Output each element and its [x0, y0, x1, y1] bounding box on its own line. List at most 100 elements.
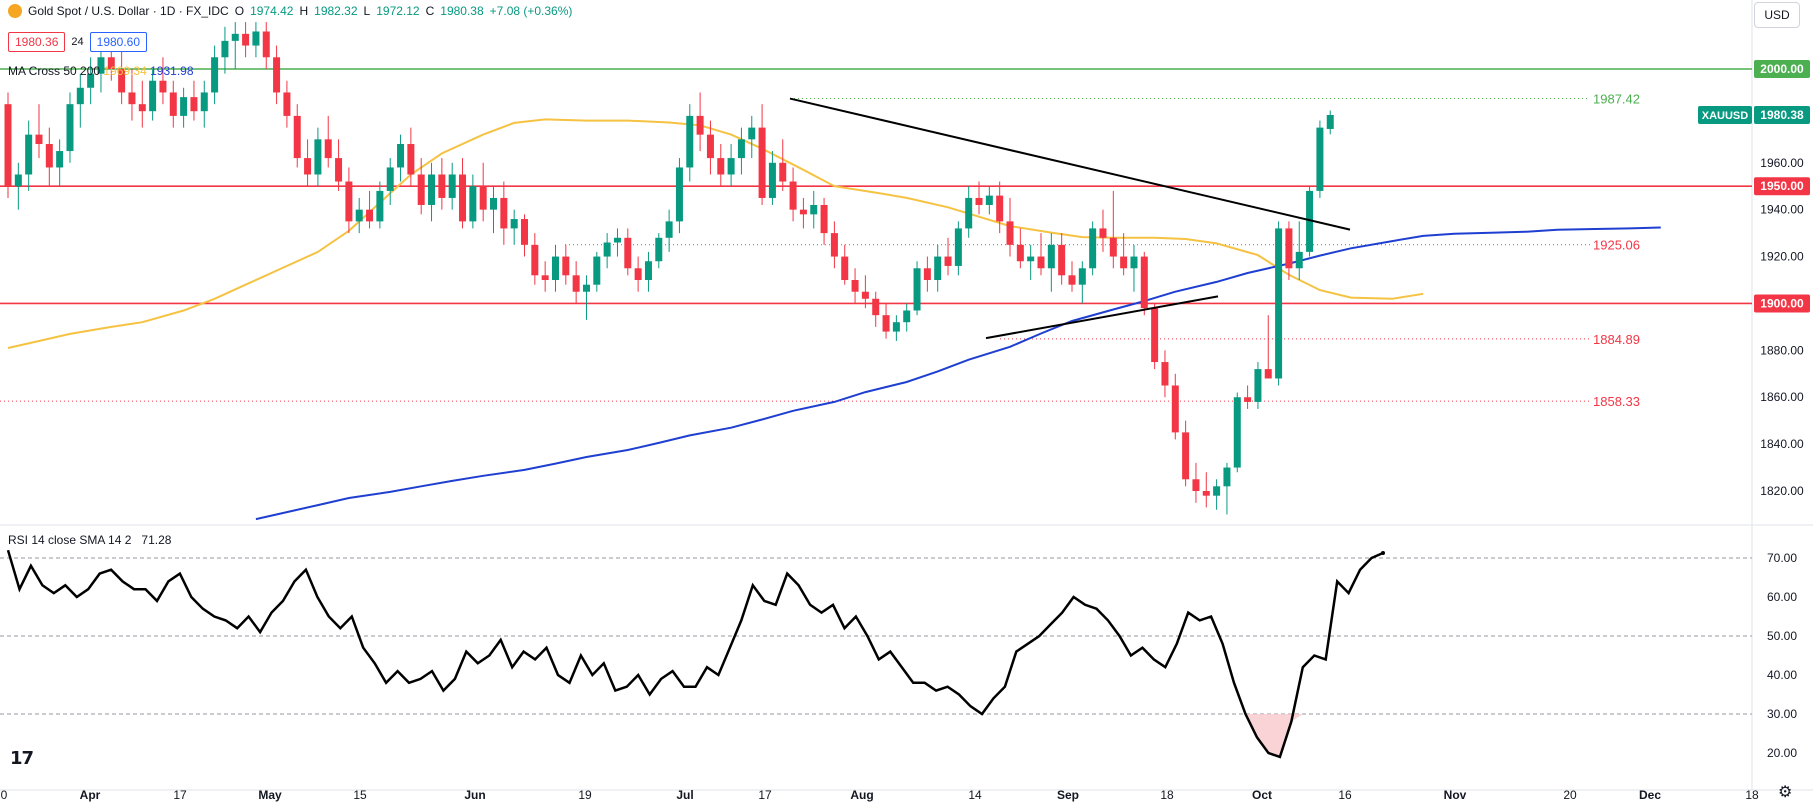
candle-body [541, 275, 549, 280]
candle-body [613, 237, 621, 243]
time-axis-label: Nov [1444, 788, 1467, 802]
candle-body [262, 31, 270, 58]
candle-body [1120, 256, 1128, 269]
candle-body [954, 228, 962, 266]
candle-body [521, 219, 528, 245]
candle-body [87, 73, 95, 88]
spread-value: 24 [71, 36, 84, 48]
price-box-1900-bg [1754, 294, 1810, 313]
price-box-1900-text: 1900.00 [1760, 296, 1804, 310]
price-axis-tick: 1960.00 [1760, 156, 1804, 170]
candle-body [1171, 385, 1179, 433]
sell-price-button[interactable]: 1980.36 [8, 32, 66, 52]
candle-body [345, 181, 353, 222]
candle-body [531, 244, 539, 276]
candle-body [25, 134, 33, 175]
settings-gear-icon[interactable]: ⚙ [1778, 784, 1793, 801]
rsi-layer [0, 549, 1752, 759]
candle-body [190, 97, 198, 112]
price-box-2000-bg [1754, 60, 1810, 78]
candle-body [1264, 369, 1272, 379]
candle-body [66, 104, 74, 152]
candle-body [1099, 228, 1107, 238]
candle-body [242, 33, 250, 46]
time-axis-label: Apr [80, 788, 101, 802]
level-label-1987.42: 1987.42 [1593, 91, 1640, 106]
candle-body [4, 104, 12, 187]
candle-body [1140, 256, 1148, 309]
candle-body [149, 80, 157, 112]
candle-body [1006, 221, 1014, 245]
candle-body [1254, 369, 1262, 402]
candle-body [624, 237, 632, 269]
rsi-axis-tick: 50.00 [1767, 629, 1797, 643]
open-value: 1974.42 [250, 4, 294, 18]
price-box-last-text: 1980.38 [1760, 108, 1804, 122]
candle-body [944, 256, 952, 266]
candle-body [417, 174, 425, 205]
candle-body [1016, 244, 1024, 262]
candle-body [841, 256, 849, 280]
level-label-1884.89: 1884.89 [1593, 332, 1640, 347]
candle-body [934, 256, 942, 280]
rsi-axis-tick: 20.00 [1767, 746, 1797, 760]
candle-body [1295, 251, 1303, 269]
candle-body [1202, 491, 1210, 496]
candles-layer [4, 22, 1334, 515]
candle-body [1326, 114, 1334, 129]
time-axis-label: 16 [1338, 788, 1352, 802]
time-axis-label: Aug [850, 788, 873, 802]
candle-body [428, 174, 436, 205]
currency-button[interactable]: USD [1754, 2, 1800, 28]
candle-body [273, 57, 281, 93]
candle-body [861, 291, 869, 299]
rsi-oversold-fill [1245, 714, 1303, 757]
candle-body [1223, 467, 1231, 487]
candle-body [551, 256, 559, 280]
price-axis-tick: 1820.00 [1760, 484, 1804, 498]
candle-body [1078, 268, 1086, 285]
candle-body [1027, 256, 1035, 262]
time-axis-label: 0 [1, 788, 8, 802]
price-axis-tick: 1840.00 [1760, 437, 1804, 451]
price-axis-tick: 1880.00 [1760, 343, 1804, 357]
candle-body [45, 144, 53, 168]
ma-legend-label: MA Cross 50 200 [8, 64, 101, 78]
candle-body [644, 261, 652, 280]
rsi-legend[interactable]: RSI 14 close SMA 14 2 71.28 [8, 533, 171, 547]
symbol-title[interactable]: Gold Spot / U.S. Dollar · 1D · FX_IDC [28, 4, 229, 18]
ma200-value: 1931.98 [150, 64, 194, 78]
candle-body [304, 158, 312, 175]
candle-body [118, 69, 126, 93]
candle-body [407, 144, 415, 175]
candle-body [851, 280, 859, 292]
candle-body [996, 195, 1004, 222]
candle-body [479, 186, 487, 210]
trade-price-boxes: 1980.36 24 1980.60 [8, 32, 148, 52]
candle-body [634, 268, 642, 280]
candle-body [1068, 275, 1076, 285]
candle-body [252, 31, 260, 46]
high-value: 1982.32 [314, 4, 358, 18]
rsi-legend-label: RSI 14 close SMA 14 2 [8, 533, 132, 547]
rsi-last-point [1381, 551, 1385, 556]
candle-body [438, 174, 446, 198]
buy-price-button[interactable]: 1980.60 [89, 32, 148, 52]
candle-body [903, 310, 911, 323]
candle-body [335, 158, 343, 182]
candle-body [180, 97, 188, 116]
time-axis-label: Jun [464, 788, 485, 802]
candle-body [1161, 362, 1169, 386]
candle-body [293, 115, 301, 159]
candle-body [789, 181, 797, 210]
ma-cross-legend[interactable]: MA Cross 50 200 1969.34 1931.98 [8, 64, 194, 78]
axis-layer: 1820.001840.001860.001880.001900.001920.… [1, 109, 1804, 802]
candle-body [355, 209, 363, 222]
candle-body [830, 233, 838, 257]
candle-body [1182, 432, 1190, 480]
trendline-lower [985, 295, 1219, 340]
candle-body [459, 174, 467, 222]
